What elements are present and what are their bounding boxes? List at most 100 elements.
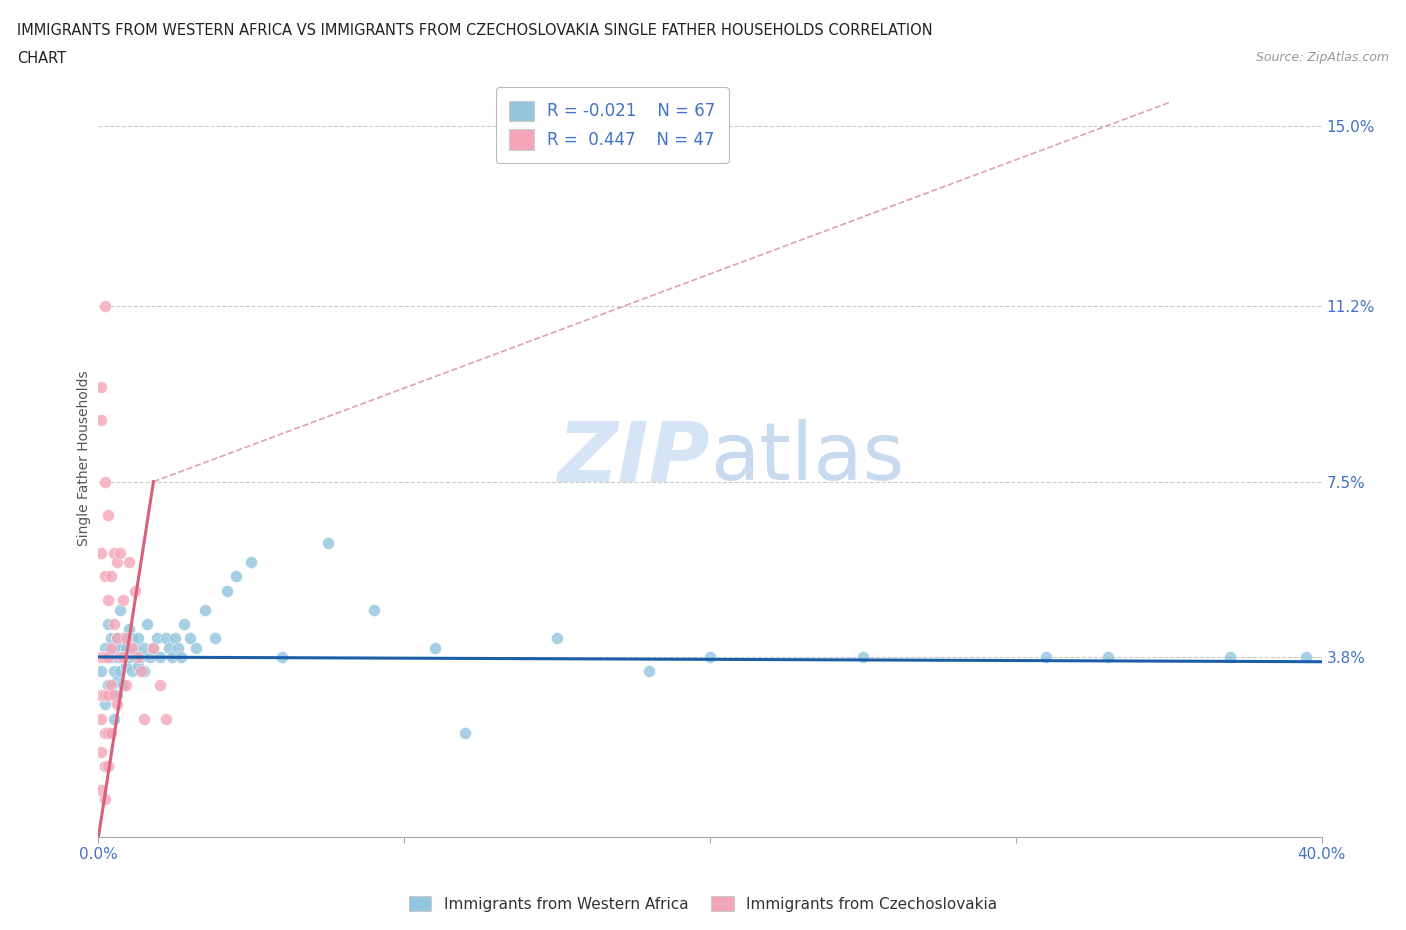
- Point: [852, 649, 875, 664]
- Point: [105, 649, 128, 664]
- Point: [121, 631, 143, 645]
- Point: [90, 744, 112, 759]
- Y-axis label: Single Father Households: Single Father Households: [77, 370, 91, 546]
- Point: [173, 617, 195, 631]
- Point: [111, 649, 134, 664]
- Point: [127, 631, 149, 645]
- Point: [121, 640, 143, 655]
- Point: [170, 649, 193, 664]
- Point: [1219, 649, 1241, 664]
- Point: [699, 649, 721, 664]
- Point: [90, 687, 112, 702]
- Point: [1295, 649, 1317, 664]
- Point: [93, 791, 115, 806]
- Point: [118, 621, 141, 636]
- Point: [100, 631, 122, 645]
- Point: [111, 678, 134, 693]
- Point: [225, 569, 247, 584]
- Point: [105, 673, 128, 688]
- Point: [363, 603, 385, 618]
- Point: [1097, 649, 1119, 664]
- Text: Source: ZipAtlas.com: Source: ZipAtlas.com: [1256, 51, 1389, 64]
- Point: [103, 664, 125, 679]
- Point: [105, 555, 128, 570]
- Point: [145, 631, 167, 645]
- Point: [93, 697, 115, 711]
- Point: [115, 659, 138, 674]
- Text: atlas: atlas: [710, 419, 904, 497]
- Point: [118, 555, 141, 570]
- Point: [129, 664, 152, 679]
- Point: [93, 474, 115, 489]
- Point: [97, 725, 120, 740]
- Point: [100, 725, 122, 740]
- Point: [149, 678, 172, 693]
- Point: [100, 678, 122, 693]
- Point: [111, 631, 134, 645]
- Point: [103, 545, 125, 560]
- Point: [204, 631, 226, 645]
- Point: [97, 687, 120, 702]
- Point: [93, 759, 115, 774]
- Point: [149, 649, 172, 664]
- Point: [142, 640, 165, 655]
- Point: [93, 299, 115, 314]
- Point: [240, 555, 263, 570]
- Point: [124, 640, 146, 655]
- Point: [215, 583, 238, 598]
- Point: [103, 617, 125, 631]
- Point: [93, 725, 115, 740]
- Point: [97, 649, 120, 664]
- Point: [90, 711, 112, 726]
- Point: [1035, 649, 1057, 664]
- Point: [134, 640, 156, 655]
- Point: [97, 759, 120, 774]
- Point: [103, 711, 125, 726]
- Point: [105, 631, 128, 645]
- Point: [423, 640, 446, 655]
- Point: [100, 687, 122, 702]
- Point: [186, 640, 208, 655]
- Point: [134, 664, 156, 679]
- Point: [97, 592, 120, 607]
- Point: [108, 640, 131, 655]
- Point: [100, 640, 122, 655]
- Text: ZIP: ZIP: [557, 418, 710, 498]
- Point: [127, 659, 149, 674]
- Point: [103, 687, 125, 702]
- Point: [103, 640, 125, 655]
- Point: [136, 617, 159, 631]
- Point: [115, 678, 138, 693]
- Point: [93, 569, 115, 584]
- Point: [108, 664, 131, 679]
- Point: [179, 631, 201, 645]
- Point: [97, 617, 120, 631]
- Point: [127, 649, 149, 664]
- Point: [100, 569, 122, 584]
- Point: [90, 413, 112, 428]
- Point: [90, 664, 112, 679]
- Point: [167, 640, 190, 655]
- Point: [93, 687, 115, 702]
- Point: [546, 631, 568, 645]
- Point: [155, 711, 177, 726]
- Legend: R = -0.021    N = 67, R =  0.447    N = 47: R = -0.021 N = 67, R = 0.447 N = 47: [495, 87, 728, 163]
- Point: [157, 640, 180, 655]
- Point: [90, 379, 112, 394]
- Point: [90, 545, 112, 560]
- Point: [270, 649, 292, 664]
- Point: [108, 603, 131, 618]
- Point: [118, 649, 141, 664]
- Point: [115, 640, 138, 655]
- Point: [97, 508, 120, 523]
- Point: [111, 649, 134, 664]
- Point: [163, 631, 186, 645]
- Point: [124, 649, 146, 664]
- Point: [97, 678, 120, 693]
- Text: CHART: CHART: [17, 51, 66, 66]
- Point: [90, 782, 112, 797]
- Point: [105, 697, 128, 711]
- Point: [90, 649, 112, 664]
- Point: [108, 545, 131, 560]
- Point: [129, 649, 152, 664]
